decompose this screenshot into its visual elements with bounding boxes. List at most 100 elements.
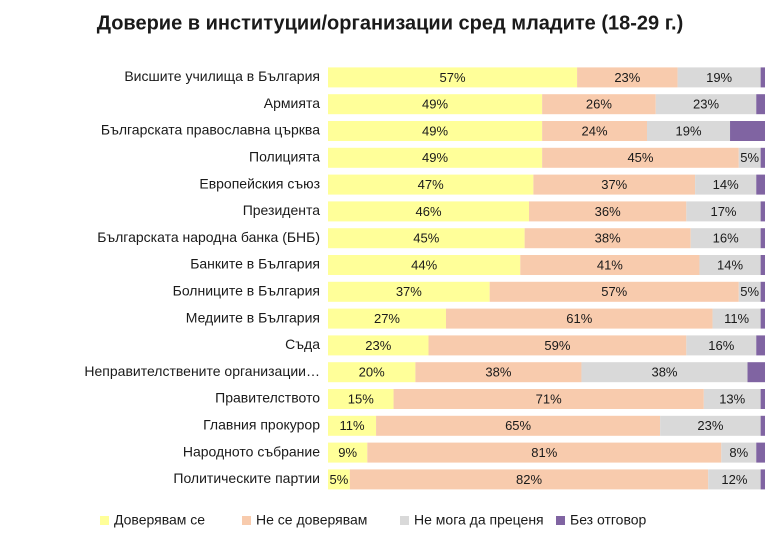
- value-label: 16%: [708, 338, 734, 353]
- bar-segment: [520, 255, 700, 275]
- value-label: 16%: [713, 231, 739, 246]
- bar-segment: [542, 121, 648, 141]
- legend-label: Не се доверявам: [256, 512, 367, 528]
- bar-segment: [349, 469, 709, 490]
- bar-segment: [328, 442, 368, 463]
- legend-label: Доверявам се: [114, 512, 205, 528]
- bar-segment: [328, 201, 530, 222]
- legend-swatch: [400, 516, 409, 525]
- value-label: 20%: [359, 365, 385, 380]
- bar-segment: [760, 67, 765, 88]
- bar-segment: [328, 308, 446, 329]
- bar-segment: [760, 228, 765, 249]
- bar-segment: [703, 389, 761, 409]
- bar-segment: [708, 469, 761, 490]
- value-label: 5%: [740, 150, 759, 165]
- value-label: 36%: [595, 204, 621, 219]
- value-label: 47%: [418, 177, 444, 192]
- y-tick-label: Неправителствените организации…: [84, 363, 320, 379]
- value-label: 24%: [582, 123, 608, 138]
- bar-segment: [756, 94, 765, 115]
- bar-segment: [677, 67, 761, 88]
- bar-segment: [660, 415, 761, 436]
- value-label: 81%: [531, 445, 557, 460]
- bar-segment: [328, 415, 377, 436]
- value-label: 26%: [586, 97, 612, 112]
- value-label: 23%: [697, 418, 723, 433]
- y-tick-label: Болниците в България: [173, 283, 320, 299]
- value-label: 38%: [485, 365, 511, 380]
- value-label: 13%: [719, 391, 745, 406]
- value-label: 27%: [374, 311, 400, 326]
- value-label: 11%: [724, 311, 749, 326]
- y-tick-label: Европейския съюз: [199, 175, 320, 191]
- value-label: 12%: [721, 472, 747, 487]
- y-tick-label: Висшите училища в България: [124, 68, 320, 84]
- y-tick-label: Българската народна банка (БНБ): [97, 229, 320, 245]
- value-label: 49%: [422, 123, 448, 138]
- bar-segment: [524, 228, 691, 249]
- bar-segment: [756, 442, 765, 463]
- value-label: 44%: [411, 257, 437, 272]
- legend-swatch: [100, 516, 109, 525]
- bar-segment: [328, 121, 543, 141]
- y-tick-label: Правителството: [215, 390, 320, 406]
- bar-segment: [690, 228, 761, 249]
- y-tick-label: Главния прокурор: [203, 417, 320, 433]
- y-tick-label: Политическите партии: [173, 470, 320, 486]
- chart-title: Доверие в институции/организации сред мл…: [97, 12, 684, 34]
- bar-segment: [581, 362, 748, 383]
- value-label: 14%: [717, 257, 743, 272]
- bar-segment: [695, 174, 757, 195]
- value-label: 57%: [601, 284, 627, 299]
- bar-segment: [328, 147, 543, 168]
- value-label: 11%: [340, 418, 365, 433]
- bar-segment: [328, 67, 578, 88]
- y-tick-label: Полицията: [249, 149, 320, 165]
- y-tick-label: Народното събрание: [183, 443, 320, 459]
- bar-segment: [328, 362, 416, 383]
- value-label: 61%: [566, 311, 592, 326]
- value-label: 41%: [597, 257, 623, 272]
- legend-label: Не мога да преценя: [414, 512, 544, 528]
- value-label: 82%: [516, 472, 542, 487]
- legend-swatch: [242, 516, 251, 525]
- bar-segment: [760, 255, 765, 275]
- bar-segment: [542, 94, 656, 115]
- bar-segment: [738, 147, 761, 168]
- bar-segment: [686, 201, 761, 222]
- value-label: 37%: [601, 177, 627, 192]
- bar-segment: [760, 389, 765, 409]
- bar-segment: [445, 308, 713, 329]
- bar-segment: [328, 174, 534, 195]
- value-label: 19%: [706, 70, 732, 85]
- bar-segment: [760, 201, 765, 222]
- bar-segment: [328, 228, 525, 249]
- bar-segment: [756, 174, 765, 195]
- bar-segment: [328, 255, 521, 275]
- bar-segment: [760, 281, 765, 302]
- bar-segment: [760, 147, 765, 168]
- bar-segment: [730, 121, 765, 141]
- y-tick-label: Съда: [285, 336, 320, 352]
- value-label: 57%: [440, 70, 466, 85]
- bar-segment: [760, 308, 765, 329]
- bar-segment: [756, 335, 765, 356]
- bar-segment: [655, 94, 757, 115]
- bar-segment: [328, 94, 543, 115]
- value-label: 71%: [536, 391, 562, 406]
- value-label: 37%: [396, 284, 422, 299]
- bar-segment: [328, 281, 490, 302]
- bar-segment: [721, 442, 757, 463]
- bar-segment: [760, 415, 765, 436]
- bar-segment: [760, 469, 765, 490]
- bar-segment: [747, 362, 765, 383]
- legend-label: Без отговор: [570, 512, 647, 528]
- value-label: 38%: [595, 231, 621, 246]
- value-label: 49%: [422, 97, 448, 112]
- value-label: 45%: [413, 231, 439, 246]
- y-tick-label: Българската православна църква: [101, 122, 320, 138]
- value-label: 46%: [415, 204, 441, 219]
